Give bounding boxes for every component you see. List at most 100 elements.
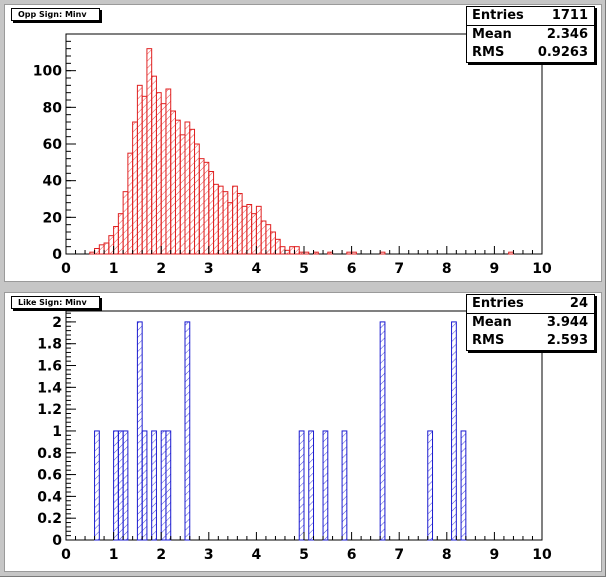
histogram-bin: [108, 235, 115, 255]
histogram-bin: [122, 430, 129, 541]
histogram-bin: [298, 430, 305, 541]
histogram-bin: [427, 430, 434, 541]
histogram-bin: [146, 48, 153, 255]
histogram-title-text: Like Sign: Minv: [18, 298, 87, 307]
histogram-bin: [141, 430, 148, 541]
histogram-bin: [260, 220, 267, 255]
histogram-bin: [194, 143, 200, 255]
y-tick-label: 100: [33, 64, 62, 80]
x-tick-label: 2: [156, 261, 166, 277]
histogram-bin: [255, 205, 262, 255]
like-sign-histogram-plot: 0 1 2 3 4 5 6 7 8 9 10 0 0.2 0.4 0.6 0.8 1 1.2 1.4 1.6 1.8 2: [37, 310, 552, 563]
x-tick-label: 0: [61, 261, 71, 277]
histogram-pad-like-sign[interactable]: 0 1 2 3 4 5 6 7 8 9 10 0 0.2 0.4 0.6 0.8 1 1.2 1.4 1.6 1.8 2 …: [4, 292, 602, 572]
histogram-bin: [236, 193, 243, 255]
x-tick-label: 5: [299, 261, 309, 277]
x-tick-label: 8: [442, 261, 452, 277]
y-tick-label: 1.6: [37, 359, 62, 375]
histogram-bin: [279, 246, 286, 255]
histogram-bin: [141, 95, 148, 255]
histogram-bin: [351, 251, 357, 255]
histogram-bin: [117, 430, 124, 541]
histogram-bin: [160, 430, 167, 541]
histogram-bin: [379, 251, 386, 255]
histogram-bin: [160, 103, 167, 255]
histogram-bin: [298, 251, 305, 255]
histogram-bin: [151, 75, 157, 255]
x-tick-label: 7: [394, 261, 404, 277]
x-tick-label: 4: [252, 547, 262, 563]
histogram-title-text: Opp Sign: Minv: [18, 10, 87, 19]
y-tick-label: 2: [52, 315, 62, 331]
stats-row-rms: RMS 0.9263: [467, 44, 594, 62]
histogram-bin: [189, 128, 196, 255]
stats-value: 1711: [551, 8, 588, 23]
histogram-bin: [341, 430, 348, 541]
y-tick-label: 60: [43, 137, 63, 153]
histogram-bin: [308, 430, 315, 541]
histogram-bin: [122, 191, 129, 255]
histogram-bin: [127, 152, 134, 255]
x-tick-label: 0: [61, 547, 71, 563]
histogram-bin: [289, 246, 295, 255]
y-tick-label: 0.6: [37, 468, 62, 484]
stats-row-entries: Entries 24: [467, 295, 594, 314]
stats-label: Entries: [472, 296, 524, 311]
histogram-bin: [379, 321, 386, 541]
stats-value: 24: [569, 296, 588, 311]
histogram-bin: [508, 251, 514, 255]
histogram-title: Like Sign: Minv: [11, 296, 100, 309]
x-tick-label: 3: [204, 261, 214, 277]
stats-label: Entries: [472, 8, 524, 23]
stats-label: RMS: [472, 45, 505, 60]
stats-row-mean: Mean 3.944: [467, 314, 594, 332]
histogram-bin: [346, 251, 353, 255]
x-tick-label: 4: [252, 261, 262, 277]
histogram-bin: [232, 185, 238, 255]
histogram-title: Opp Sign: Minv: [11, 8, 100, 21]
histogram-bin: [184, 121, 191, 255]
y-tick-label: 0: [52, 533, 62, 549]
y-tick-label: 20: [43, 210, 63, 226]
stats-value: 3.944: [546, 315, 588, 330]
x-tick-label: 2: [156, 547, 166, 563]
stats-box: Entries 1711 Mean 2.346 RMS 0.9263: [466, 6, 595, 63]
x-tick-label: 1: [109, 261, 119, 277]
histogram-bin: [203, 161, 210, 255]
histogram-bin: [213, 183, 219, 255]
stats-value: 2.346: [546, 27, 588, 42]
histogram-bin: [170, 110, 176, 255]
x-tick-label: 6: [347, 261, 357, 277]
stats-label: Mean: [472, 315, 512, 330]
histogram-bin: [284, 249, 291, 255]
x-tick-label: 1: [109, 547, 119, 563]
histogram-bin: [246, 204, 253, 255]
histogram-bin: [113, 226, 119, 255]
x-tick-label: 9: [490, 547, 500, 563]
x-tick-label: 10: [532, 547, 552, 563]
x-tick-label: 6: [347, 547, 357, 563]
histogram-bin: [293, 246, 300, 255]
x-tick-label: 7: [394, 547, 404, 563]
histogram-bin: [460, 430, 467, 541]
histogram-bin: [155, 92, 162, 255]
histogram-bin: [165, 88, 172, 255]
y-tick-label: 1.8: [37, 337, 62, 353]
histogram-bin: [132, 121, 138, 255]
stats-row-rms: RMS 2.593: [467, 332, 594, 350]
histogram-bin: [241, 205, 248, 255]
histogram-bin: [136, 321, 143, 541]
histogram-bin: [136, 84, 143, 255]
histogram-bin: [265, 224, 272, 255]
histogram-pad-opp-sign[interactable]: 0 1 2 3 4 5 6 7 8 9 10 0 20 40 60 80 100 Opp Sign: Minv …: [4, 4, 602, 282]
histogram-bin: [451, 321, 457, 541]
y-tick-label: 1.2: [37, 402, 62, 418]
histogram-bin: [227, 202, 234, 255]
y-tick-label: 1: [52, 424, 62, 440]
stats-box: Entries 24 Mean 3.944 RMS 2.593: [466, 294, 595, 351]
y-tick-label: 0.2: [37, 511, 62, 527]
x-tick-label: 10: [532, 261, 552, 277]
histogram-bin: [98, 244, 105, 255]
x-tick-label: 3: [204, 547, 214, 563]
